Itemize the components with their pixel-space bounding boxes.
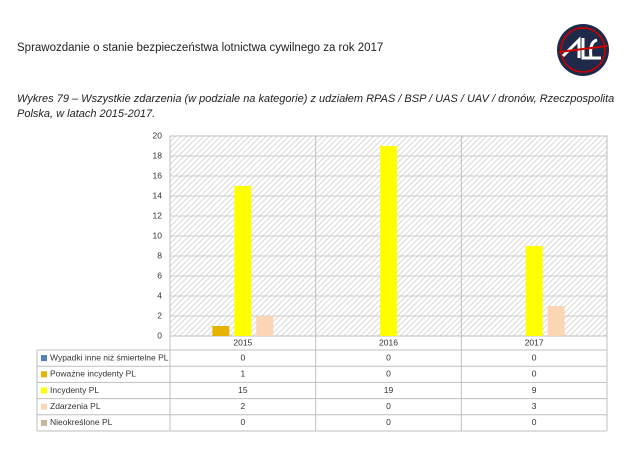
legend-swatch xyxy=(41,371,47,378)
y-tick-label: 2 xyxy=(157,310,162,320)
y-tick-label: 0 xyxy=(157,330,162,340)
figure-caption: Wykres 79 – Wszystkie zdarzenia (w podzi… xyxy=(17,93,615,120)
bar xyxy=(380,146,397,336)
y-tick-label: 14 xyxy=(153,190,163,200)
table-value: 0 xyxy=(532,369,537,379)
table-value: 19 xyxy=(384,385,394,395)
y-tick-label: 12 xyxy=(153,210,163,220)
table-value: 0 xyxy=(386,369,391,379)
legend-swatch xyxy=(41,355,47,362)
table-value: 0 xyxy=(386,417,391,427)
bar xyxy=(256,316,274,336)
y-tick-label: 10 xyxy=(153,230,163,240)
logo xyxy=(557,24,609,76)
table-value: 0 xyxy=(532,352,537,362)
bar xyxy=(547,306,565,336)
table-value: 9 xyxy=(532,385,537,395)
legend-label: Incydenty PL xyxy=(50,385,99,395)
x-tick-label: 2016 xyxy=(379,337,398,347)
x-tick-label: 2017 xyxy=(525,337,544,347)
legend-label: Zdarzenia PL xyxy=(50,401,101,411)
legend-label: Nieokreślone PL xyxy=(50,417,113,427)
y-tick-label: 18 xyxy=(153,150,163,160)
table-value: 0 xyxy=(386,352,391,362)
table-value: 0 xyxy=(240,352,245,362)
x-tick-label: 2015 xyxy=(233,337,252,347)
y-tick-label: 16 xyxy=(153,170,163,180)
header-title: Sprawozdanie o stanie bezpieczeństwa lot… xyxy=(17,42,384,54)
legend-swatch xyxy=(41,387,47,394)
table-value: 0 xyxy=(240,417,245,427)
table-value: 1 xyxy=(240,369,245,379)
table-value: 15 xyxy=(238,385,248,395)
legend-label: Poważne incydenty PL xyxy=(50,369,136,379)
bar xyxy=(212,326,230,336)
y-tick-label: 4 xyxy=(157,290,162,300)
table-value: 0 xyxy=(386,401,391,411)
legend-swatch xyxy=(41,419,47,426)
y-tick-label: 8 xyxy=(157,250,162,260)
bar xyxy=(234,186,252,336)
table-value: 2 xyxy=(240,401,245,411)
y-tick-label: 20 xyxy=(153,130,163,140)
legend-label: Wypadki inne niż śmiertelne PL xyxy=(50,352,169,362)
table-value: 0 xyxy=(532,417,537,427)
table-value: 3 xyxy=(532,401,537,411)
bar xyxy=(525,246,543,336)
y-tick-label: 6 xyxy=(157,270,162,280)
legend-swatch xyxy=(41,403,47,410)
